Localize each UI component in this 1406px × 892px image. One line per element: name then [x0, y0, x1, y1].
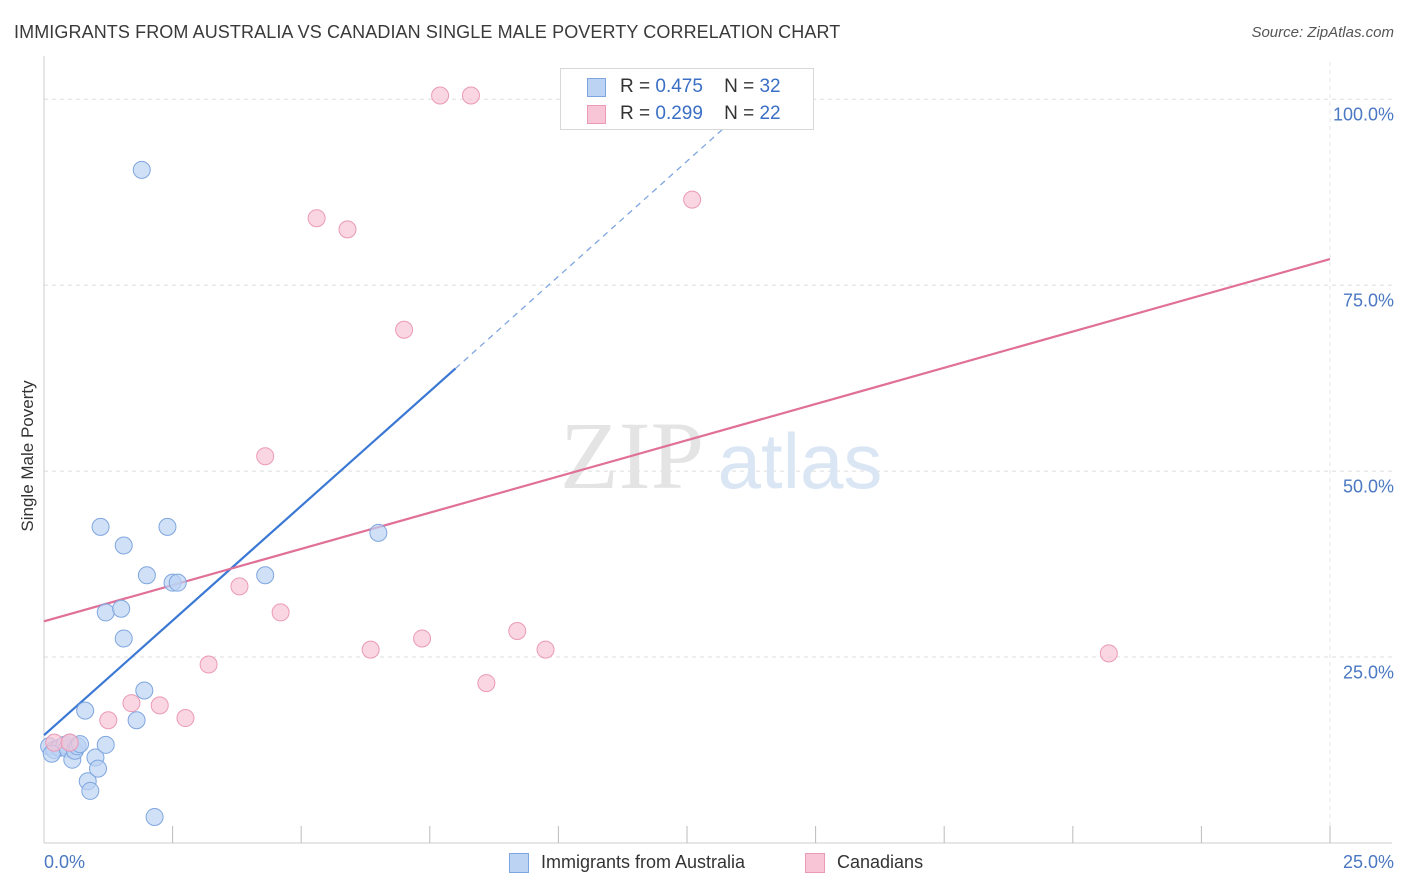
trend-lines [43, 128, 1331, 736]
point-canadians [122, 694, 141, 713]
chart-title: IMMIGRANTS FROM AUSTRALIA VS CANADIAN SI… [14, 22, 841, 42]
trend-line-australia-extension [455, 128, 724, 369]
data-points [40, 86, 1118, 826]
point-canadians [271, 603, 290, 622]
point-canadians [461, 86, 480, 105]
point-australia [168, 573, 187, 592]
point-australia [137, 566, 156, 585]
point-canadians [477, 674, 496, 693]
point-canadians [683, 190, 702, 209]
point-canadians [536, 640, 555, 659]
point-australia [112, 599, 131, 618]
point-australia [81, 781, 100, 800]
point-australia [76, 701, 95, 720]
source-label: Source: ZipAtlas.com [1251, 24, 1394, 41]
legend-label-canadians: Canadians [837, 852, 924, 872]
point-australia [158, 517, 177, 536]
point-canadians [508, 622, 527, 641]
x-tick-max: 25.0% [1342, 852, 1394, 872]
gridlines [44, 62, 1392, 843]
x-tick-min: 0.0% [44, 852, 86, 872]
point-canadians [230, 577, 249, 596]
point-canadians [413, 629, 432, 648]
point-canadians [45, 733, 64, 752]
y-tick-label: 75.0% [1342, 290, 1394, 311]
legend-swatch-pink [587, 104, 606, 124]
n-label: N = [724, 103, 755, 124]
point-canadians [60, 733, 79, 752]
r-value-canadians: 0.299 [655, 103, 703, 124]
trend-line-australia [43, 367, 457, 736]
n-value-canadians: 22 [759, 103, 781, 124]
point-canadians [199, 655, 218, 674]
point-canadians [1099, 644, 1118, 663]
point-australia [114, 629, 133, 648]
point-australia [256, 566, 275, 585]
legend-item-australia: Immigrants from Australia [509, 852, 745, 873]
point-australia [135, 681, 154, 700]
point-canadians [99, 711, 118, 730]
point-australia [369, 523, 388, 542]
y-tick-label: 25.0% [1342, 662, 1394, 683]
n-value-australia: 32 [759, 76, 781, 97]
point-australia [96, 603, 115, 622]
point-australia [96, 735, 115, 754]
point-australia [114, 536, 133, 555]
n-label: N = [724, 76, 755, 97]
point-canadians [361, 640, 380, 659]
point-australia [127, 711, 146, 730]
trend-line-canadians [43, 258, 1331, 623]
point-canadians [338, 220, 357, 239]
point-australia [91, 517, 110, 536]
legend-item-canadians: Canadians [805, 852, 923, 873]
y-tick-label: 100.0% [1332, 104, 1394, 125]
point-australia [145, 807, 164, 826]
point-australia [89, 759, 108, 778]
r-label: R = [620, 76, 651, 97]
legend-swatch-blue [587, 77, 606, 97]
point-canadians [150, 696, 169, 715]
legend-swatch-pink [805, 852, 825, 873]
legend-swatch-blue [509, 852, 529, 873]
r-value-australia: 0.475 [655, 76, 703, 97]
point-canadians [176, 709, 195, 728]
y-tick-label: 50.0% [1342, 476, 1394, 497]
watermark: ZIP atlas [560, 402, 882, 509]
point-canadians [307, 209, 326, 228]
point-canadians [395, 320, 414, 339]
point-australia [132, 160, 151, 179]
watermark-atlas: atlas [718, 417, 883, 505]
correlation-legend: R = 0.475 N = 32 R = 0.299 N = 22 [560, 68, 814, 130]
legend-label-australia: Immigrants from Australia [541, 852, 746, 872]
axes [43, 56, 1392, 844]
r-label: R = [620, 103, 651, 124]
point-canadians [256, 447, 275, 466]
point-canadians [431, 86, 450, 105]
